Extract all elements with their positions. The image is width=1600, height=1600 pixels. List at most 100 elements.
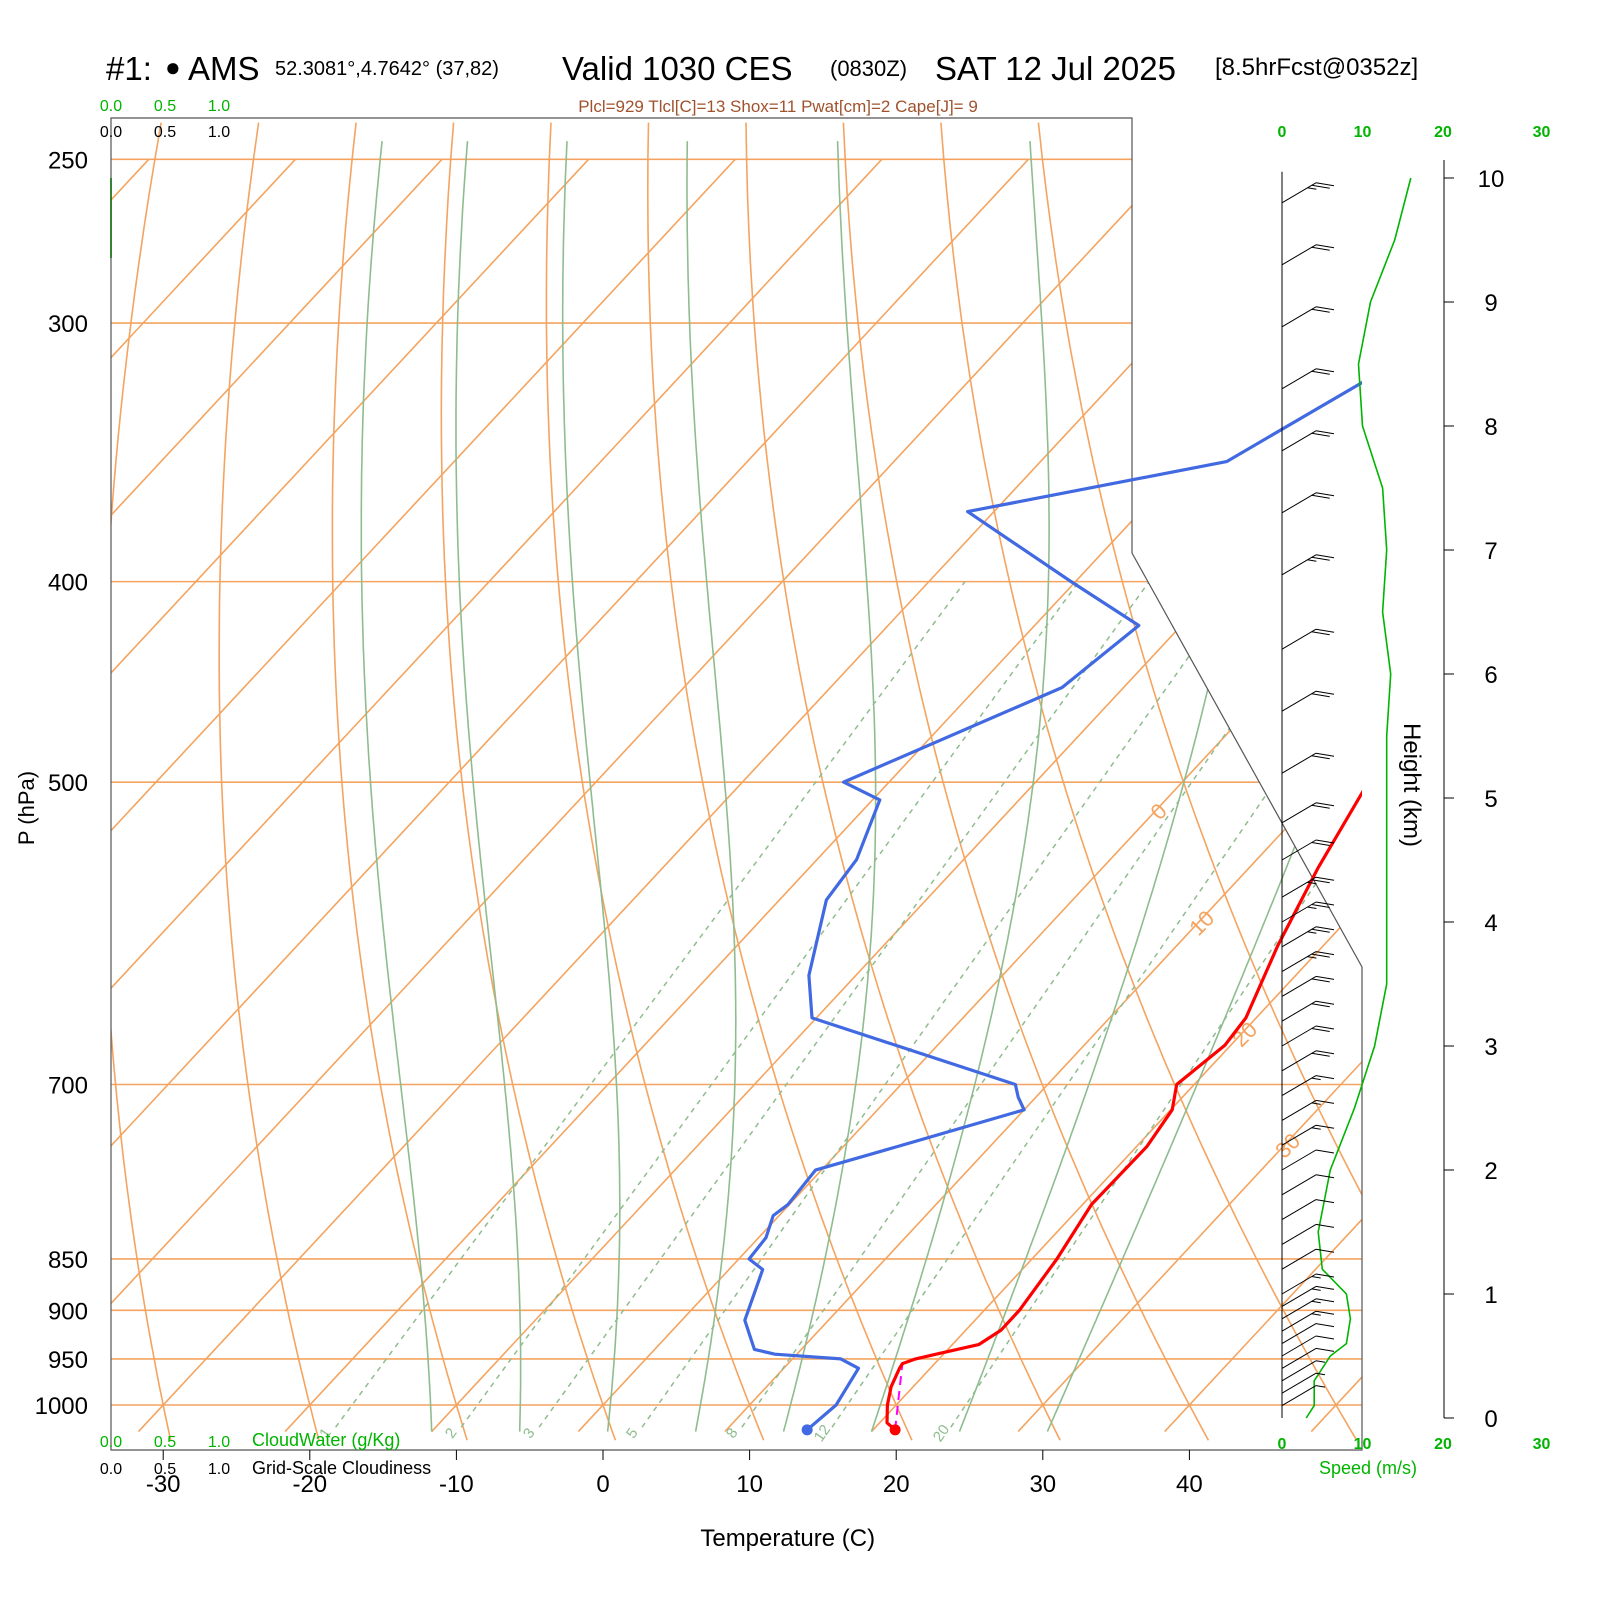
station-coords: 52.3081°,4.7642° (37,82) bbox=[275, 58, 499, 80]
moist-adiabat-line bbox=[360, 141, 433, 1432]
dry-adiabat-line bbox=[646, 122, 913, 1441]
station-name: AMS bbox=[188, 50, 260, 87]
cloud-water-label: CloudWater (g/Kg) bbox=[252, 1430, 400, 1450]
x-tick-label: 30 bbox=[1029, 1471, 1056, 1498]
pressure-tick-label: 400 bbox=[48, 570, 88, 597]
surface-temperature-marker bbox=[889, 1424, 901, 1436]
wind-barb bbox=[1281, 1385, 1326, 1407]
moist-adiabat-line bbox=[686, 141, 737, 1432]
cloud-water-top-tick: 0.0 bbox=[100, 98, 122, 115]
isotherm-line bbox=[577, 158, 1362, 1433]
title-bar: #1: ● AMS 52.3081°,4.7642° (37,82) Valid… bbox=[0, 46, 1600, 96]
x-tick-label: 20 bbox=[883, 1471, 910, 1498]
isotherm-line bbox=[0, 159, 2, 1431]
station-dot-icon: ● bbox=[165, 52, 181, 82]
cloudiness-label: Grid-Scale Cloudiness bbox=[252, 1458, 431, 1478]
dry-adiabat-line bbox=[1428, 123, 1600, 1441]
mixing-ratio-line bbox=[950, 581, 1362, 1428]
wind-barb bbox=[1281, 1025, 1335, 1047]
isotherm-right-label: 30 bbox=[1270, 1128, 1305, 1163]
isotherm-line bbox=[111, 158, 1030, 1433]
isotherm-line bbox=[111, 158, 590, 1433]
pressure-tick-label: 300 bbox=[48, 311, 88, 338]
moist-adiabat-line bbox=[561, 141, 621, 1432]
height-tick-label: 6 bbox=[1484, 662, 1497, 689]
wind-barb bbox=[1281, 1050, 1335, 1072]
surface-dewpoint-marker bbox=[801, 1424, 813, 1436]
isotherm-line bbox=[431, 158, 1362, 1433]
speed-axis-label: Speed (m/s) bbox=[1319, 1458, 1417, 1478]
dry-adiabat-line bbox=[940, 122, 1358, 1441]
moist-adiabat-line bbox=[958, 141, 1271, 1432]
wind-barb bbox=[1281, 1124, 1335, 1146]
wind-barb bbox=[1281, 975, 1335, 997]
wind-barb bbox=[1281, 926, 1335, 948]
wind-barb bbox=[1281, 1360, 1326, 1382]
sounding-indices: Plcl=929 Tlcl[C]=13 Shox=11 Pwat[cm]=2 C… bbox=[578, 97, 978, 116]
wind-barb bbox=[1281, 1285, 1335, 1307]
height-tick-label: 9 bbox=[1484, 290, 1497, 317]
mixing-ratio-line bbox=[460, 581, 1080, 1428]
wind-barb bbox=[1281, 901, 1335, 923]
height-tick-label: 0 bbox=[1484, 1406, 1497, 1433]
moist-adiabat-line bbox=[870, 141, 1050, 1432]
wind-barb bbox=[1281, 1372, 1326, 1394]
mixing-ratio-line bbox=[641, 581, 1243, 1428]
x-tick-label: 10 bbox=[736, 1471, 763, 1498]
cloudiness-top-tick: 1.0 bbox=[208, 124, 230, 141]
valid-zulu: (0830Z) bbox=[830, 56, 908, 81]
wind-barb bbox=[1281, 802, 1335, 824]
x-tick-label: 0 bbox=[596, 1471, 609, 1498]
cloud-water-top-tick: 0.5 bbox=[154, 98, 176, 115]
cloudiness-bottom-tick: 1.0 bbox=[208, 1461, 230, 1478]
speed-tick-top-label: 0 bbox=[1278, 124, 1287, 141]
pressure-tick-label: 500 bbox=[48, 770, 88, 797]
cloud-water-bottom-tick: 0.0 bbox=[100, 1434, 122, 1451]
dry-adiabat-line bbox=[1526, 123, 1600, 1441]
moist-adiabat-line bbox=[455, 141, 522, 1432]
wind-barb bbox=[1281, 1323, 1335, 1345]
wind-barb bbox=[1281, 752, 1335, 774]
height-tick-label: 3 bbox=[1484, 1034, 1497, 1061]
isotherm-line bbox=[111, 158, 1176, 1433]
valid-time: Valid 1030 CES bbox=[562, 50, 793, 87]
background-lines bbox=[0, 122, 1600, 1441]
cloudiness-top-tick: 0.5 bbox=[154, 124, 176, 141]
cloudiness-bottom-tick: 0.0 bbox=[100, 1461, 122, 1478]
wind-barb bbox=[1281, 1174, 1335, 1196]
valid-date: SAT 12 Jul 2025 bbox=[935, 50, 1176, 87]
wind-barb bbox=[1281, 182, 1335, 204]
dry-adiabat-line bbox=[218, 122, 320, 1441]
pressure-tick-label: 1000 bbox=[35, 1393, 88, 1420]
x-axis-label: Temperature (C) bbox=[700, 1525, 875, 1552]
wind-barb bbox=[1281, 1149, 1335, 1171]
wind-barb bbox=[1281, 244, 1335, 266]
height-tick-label: 1 bbox=[1484, 1282, 1497, 1309]
cloudiness-bottom-tick: 0.5 bbox=[154, 1461, 176, 1478]
height-tick-label: 7 bbox=[1484, 538, 1497, 565]
isotherm-line bbox=[137, 158, 1323, 1433]
pressure-tick-label: 250 bbox=[48, 147, 88, 174]
x-tick-label: -20 bbox=[292, 1471, 327, 1498]
height-tick-label: 10 bbox=[1478, 166, 1505, 193]
speed-tick-bottom-label: 20 bbox=[1434, 1436, 1452, 1453]
dry-adiabat-line bbox=[1330, 122, 1362, 1441]
x-tick-label: 40 bbox=[1176, 1471, 1203, 1498]
isotherm-line bbox=[111, 158, 736, 1433]
wind-barb bbox=[1281, 876, 1335, 898]
speed-tick-bottom-label: 0 bbox=[1278, 1436, 1287, 1453]
moist-adiabat-line bbox=[1046, 140, 1362, 1432]
plot-frame bbox=[110, 117, 1363, 1451]
isotherm-line bbox=[1017, 158, 1362, 1433]
mixing-ratio-label: 8 bbox=[723, 1425, 742, 1442]
wind-barb bbox=[1281, 1273, 1335, 1295]
cloudiness-top-tick: 0.0 bbox=[100, 124, 122, 141]
dewpoint-line bbox=[743, 380, 1362, 1432]
wind-barb bbox=[1281, 1099, 1335, 1121]
pressure-tick-label: 900 bbox=[48, 1298, 88, 1325]
isotherm-line bbox=[111, 158, 297, 1433]
dry-adiabat-line bbox=[331, 122, 468, 1441]
speed-tick-top-label: 20 bbox=[1434, 124, 1452, 141]
sounding-profiles bbox=[743, 380, 1362, 1436]
